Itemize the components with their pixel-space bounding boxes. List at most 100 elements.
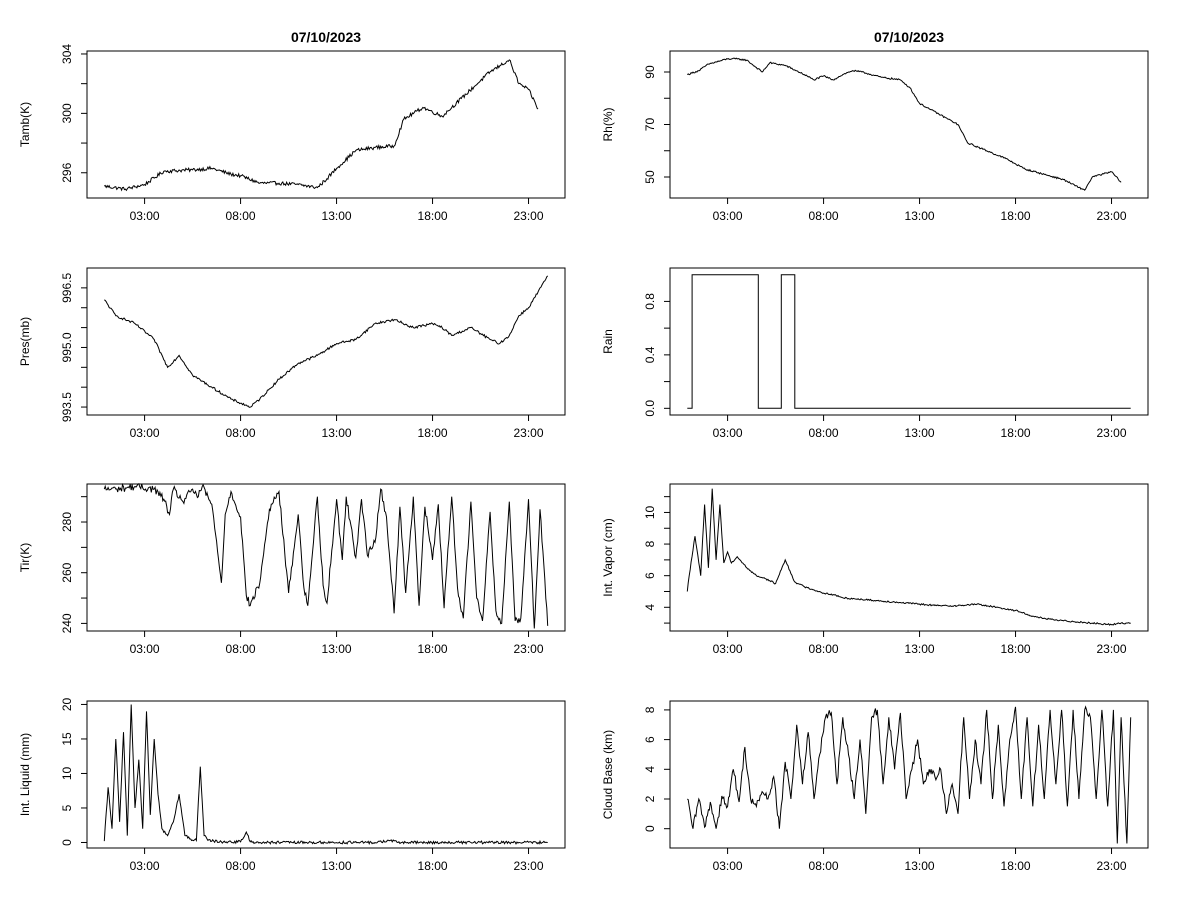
x-tick-label: 03:00: [713, 642, 743, 656]
x-tick-label: 13:00: [905, 426, 935, 440]
plot-frame: [669, 483, 1149, 632]
x-tick-label: 08:00: [809, 426, 839, 440]
y-tick-label: 240: [60, 613, 74, 633]
y-axis-label: Rh(%): [601, 107, 615, 141]
x-tick-label: 03:00: [130, 209, 160, 223]
x-tick-label: 23:00: [514, 209, 544, 223]
y-tick-label: 50: [643, 170, 657, 184]
x-tick-label: 08:00: [809, 642, 839, 656]
plot-frame: [669, 50, 1149, 199]
x-tick-label: 03:00: [713, 209, 743, 223]
x-tick-label: 13:00: [322, 426, 352, 440]
panel-vapor: Int. Vapor (cm) 03:00 08:00 13:00 18:00 23:00…: [601, 483, 1149, 656]
x-tick-label: 23:00: [514, 426, 544, 440]
x-tick-label: 13:00: [322, 209, 352, 223]
y-axis-label: Rain: [601, 329, 615, 354]
x-tick-label: 08:00: [226, 209, 256, 223]
plot-frame: [86, 267, 566, 416]
x-tick-label: 23:00: [514, 642, 544, 656]
y-tick-label: 10: [643, 505, 657, 519]
x-tick-label: 23:00: [1097, 426, 1127, 440]
y-tick-label: 0.4: [643, 346, 657, 363]
y-axis-label: Int. Vapor (cm): [601, 518, 615, 596]
y-tick-label: 70: [643, 118, 657, 132]
y-tick-label: 8: [643, 706, 657, 713]
y-tick-label: 0.0: [643, 400, 657, 417]
y-tick-label: 993.5: [60, 392, 74, 422]
series-line-liquid: [103, 704, 548, 845]
y-axis-label: Tir(K): [18, 543, 32, 573]
plot-frame: [86, 50, 566, 199]
series-line-cloud_base: [686, 705, 1132, 844]
x-tick-label: 13:00: [905, 642, 935, 656]
y-axis-label: Cloud Base (km): [601, 730, 615, 819]
series-line-temperature: [104, 59, 539, 192]
x-tick-label: 13:00: [322, 642, 352, 656]
x-tick-label: 18:00: [418, 209, 448, 223]
series-line-pressure: [104, 275, 549, 408]
y-tick-label: 6: [643, 736, 657, 743]
x-tick-label: 08:00: [809, 209, 839, 223]
y-tick-label: 296: [60, 162, 74, 182]
panel-humidity: 07/10/2023 Rh(%) 03:00 08:00 13:00 18:00 23:00…: [601, 29, 1149, 223]
y-tick-label: 0: [60, 839, 74, 846]
y-tick-label: 300: [60, 103, 74, 123]
x-tick-label: 03:00: [130, 859, 160, 873]
series-line-vapor: [686, 488, 1131, 626]
y-axis-label: Int. Liquid (mm): [18, 733, 32, 816]
x-tick-label: 13:00: [322, 859, 352, 873]
y-tick-label: 260: [60, 562, 74, 582]
panel-title: 07/10/2023: [291, 29, 361, 45]
panel-cloud_base: Cloud Base (km) 03:00 08:00 13:00 18:00 23:00…: [601, 700, 1149, 873]
y-tick-label: 304: [60, 44, 74, 64]
x-tick-label: 18:00: [418, 859, 448, 873]
panel-tir: Tir(K) 03:00 08:00 13:00 18:00 23:00 240 260 280: [18, 482, 566, 656]
y-tick-label: 6: [643, 572, 657, 579]
y-tick-label: 20: [60, 697, 74, 711]
panel-pressure: Pres(mb) 03:00 08:00 13:00 18:00 23:00 993.5 99…: [18, 267, 566, 440]
y-tick-label: 5: [60, 804, 74, 811]
y-axis-label: Pres(mb): [18, 317, 32, 366]
x-tick-label: 18:00: [1001, 859, 1031, 873]
x-tick-label: 23:00: [1097, 209, 1127, 223]
x-tick-label: 08:00: [809, 859, 839, 873]
x-tick-label: 23:00: [1097, 859, 1127, 873]
x-tick-label: 08:00: [226, 859, 256, 873]
x-tick-label: 03:00: [713, 859, 743, 873]
panel-temperature: 07/10/2023 Tamb(K) 03:00 08:00 13:00 18:00 23:…: [18, 29, 566, 223]
x-tick-label: 18:00: [418, 642, 448, 656]
x-tick-label: 23:00: [1097, 642, 1127, 656]
y-tick-label: 280: [60, 512, 74, 532]
x-tick-label: 03:00: [130, 642, 160, 656]
y-tick-label: 4: [643, 604, 657, 611]
x-tick-label: 13:00: [905, 859, 935, 873]
y-axis-label: Tamb(K): [18, 102, 32, 147]
x-tick-label: 18:00: [418, 426, 448, 440]
panel-rain: Rain 03:00 08:00 13:00 18:00 23:00 0.0 0.4 0.8: [601, 267, 1149, 440]
y-tick-label: 0: [643, 825, 657, 832]
series-line-humidity: [686, 57, 1122, 191]
x-tick-label: 18:00: [1001, 642, 1031, 656]
series-line-rain: [687, 274, 1131, 409]
y-tick-label: 4: [643, 766, 657, 773]
y-tick-label: 995.0: [60, 332, 74, 362]
plot-frame: [669, 700, 1149, 849]
plot-frame: [669, 267, 1149, 416]
x-tick-label: 13:00: [905, 209, 935, 223]
panel-title: 07/10/2023: [874, 29, 944, 45]
x-tick-label: 08:00: [226, 426, 256, 440]
x-tick-label: 18:00: [1001, 426, 1031, 440]
y-tick-label: 15: [60, 732, 74, 746]
plot-frame: [86, 700, 566, 849]
panel-liquid: Int. Liquid (mm) 03:00 08:00 13:00 18:00 23:0…: [18, 697, 566, 873]
y-tick-label: 2: [643, 795, 657, 802]
y-tick-label: 10: [60, 766, 74, 780]
x-tick-label: 03:00: [130, 426, 160, 440]
y-tick-label: 90: [643, 65, 657, 79]
x-tick-label: 23:00: [514, 859, 544, 873]
y-tick-label: 8: [643, 540, 657, 547]
y-tick-label: 996.5: [60, 273, 74, 303]
y-tick-label: 0.8: [643, 293, 657, 310]
x-tick-label: 08:00: [226, 642, 256, 656]
